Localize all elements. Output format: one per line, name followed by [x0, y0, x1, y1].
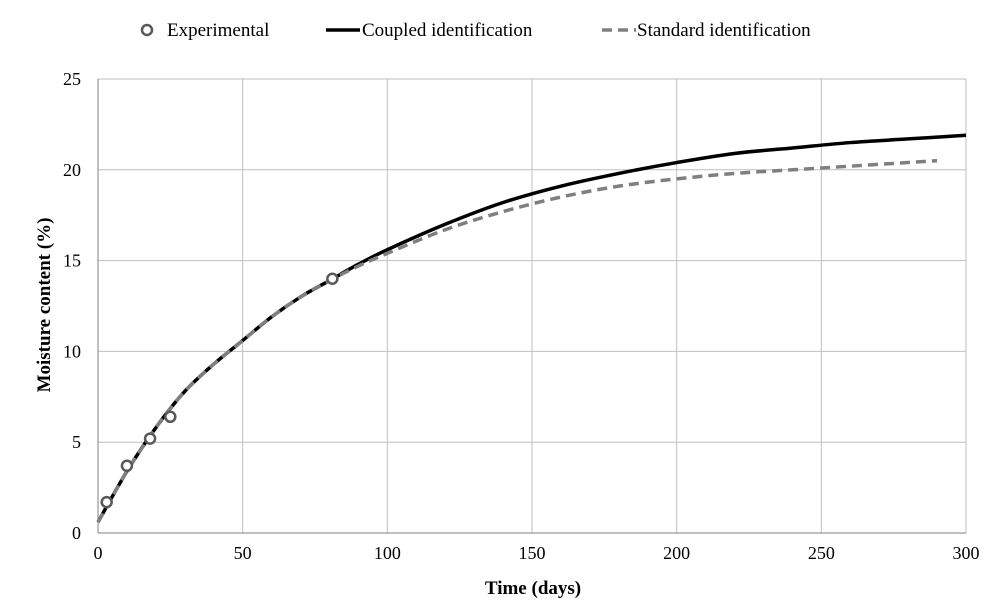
y-axis-title: Moisture content (%)	[34, 218, 55, 393]
experimental-point	[143, 432, 157, 445]
y-tick-label: 25	[63, 69, 81, 89]
grid	[97, 78, 967, 534]
legend-label: Coupled identification	[362, 20, 533, 41]
x-axis-title: Time (days)	[485, 578, 581, 599]
x-tick-label: 150	[519, 543, 546, 563]
legend: Experimental Coupled identification Standa…	[140, 20, 811, 41]
legend-label: Standard identification	[637, 20, 811, 41]
axes: 0 50 100 150 200 250 300 0 5 10 15 20 25	[63, 69, 980, 563]
y-tick-label: 10	[63, 341, 81, 361]
x-tick-label: 200	[663, 543, 690, 563]
experimental-point	[326, 272, 339, 286]
y-tick-label: 5	[72, 432, 81, 452]
experimental-point	[164, 410, 177, 424]
series	[96, 133, 967, 523]
x-tick-label: 250	[808, 543, 835, 563]
standard-identification-line	[96, 158, 938, 523]
x-tick-label: 50	[234, 543, 252, 563]
x-tick-label: 300	[953, 543, 980, 563]
y-tick-label: 0	[72, 523, 81, 543]
x-tick-label: 100	[374, 543, 401, 563]
legend-label: Experimental	[167, 20, 269, 41]
experimental-point	[100, 495, 113, 509]
y-tick-label: 20	[63, 160, 81, 180]
legend-marker-experimental	[140, 23, 154, 37]
x-tick-label: 0	[94, 543, 103, 563]
y-tick-label: 15	[63, 251, 81, 271]
experimental-point	[120, 459, 134, 473]
